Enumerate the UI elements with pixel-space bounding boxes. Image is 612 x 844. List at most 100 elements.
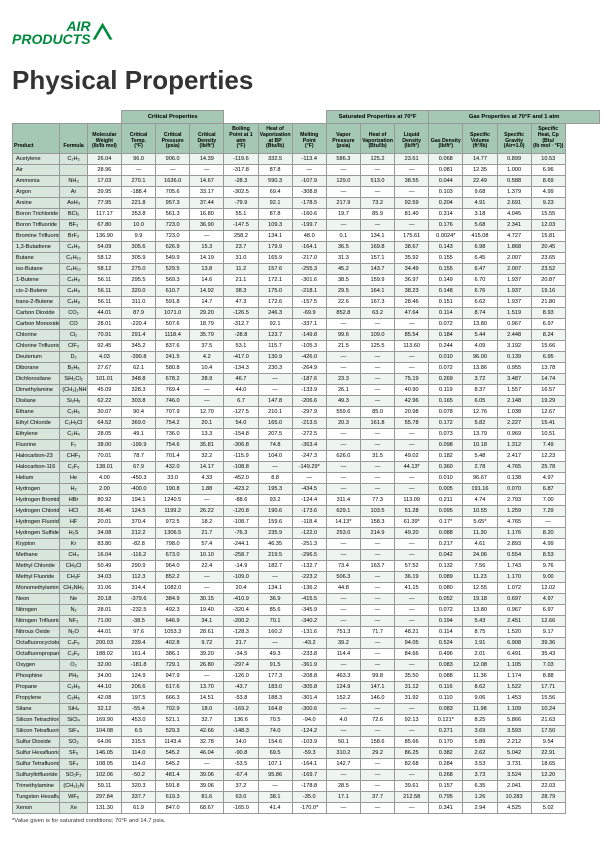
- table-cell: 97.6: [121, 627, 155, 638]
- table-cell: 31.12: [395, 682, 429, 693]
- table-cell: [60, 165, 88, 176]
- table-cell: 188.3: [258, 693, 292, 704]
- table-cell: 2.212: [497, 737, 531, 748]
- table-cell: Sulfur Hexafluoride: [13, 748, 60, 759]
- table-row: Methyl FluorideCH₃F34.03112.3852.2—-109.…: [13, 572, 600, 583]
- table-cell: 2.041: [497, 781, 531, 792]
- table-cell: BrF₃: [60, 231, 88, 242]
- table-cell: 21.7: [224, 638, 258, 649]
- table-cell: —: [326, 616, 360, 627]
- table-cell: -76.3: [224, 528, 258, 539]
- table-cell: 4.765: [497, 462, 531, 473]
- table-cell: —: [360, 187, 394, 198]
- table-cell: 20.4: [224, 583, 258, 594]
- table-cell: 1.072: [497, 583, 531, 594]
- column-header: Heat of Vaporization (Btu/lb): [360, 124, 394, 154]
- table-cell: 29.5: [326, 286, 360, 297]
- table-row: DichlorosilaneSiH₂Cl₂101.01348.8678.228.…: [13, 374, 600, 385]
- table-cell: 99.6: [326, 330, 360, 341]
- table-cell: 33.17: [190, 187, 224, 198]
- table-cell: 0.072: [429, 319, 463, 330]
- table-cell: 0.072: [429, 605, 463, 616]
- table-head: Critical PropertiesSaturated Properties …: [13, 111, 600, 154]
- table-cell: -126.5: [224, 308, 258, 319]
- table-cell: 0.110: [429, 693, 463, 704]
- table-cell: 4.33: [190, 473, 224, 484]
- table-cell: 36.5: [326, 242, 360, 253]
- table-row: Dimethylamine(CH₃)₂NH45.09328.3769.4—44.…: [13, 385, 600, 396]
- table-cell: —: [258, 572, 292, 583]
- table-row: ArgonAr39.95-188.4705.633.17-302.569.4-3…: [13, 187, 600, 198]
- table-row: DisilaneSi₂H₆62.22303.8746.0—6.7147.8-20…: [13, 396, 600, 407]
- table-cell: 10.4: [190, 363, 224, 374]
- table-cell: 67.80: [87, 220, 121, 231]
- table-cell: 84.66: [395, 649, 429, 660]
- table-cell: 20.3: [326, 418, 360, 429]
- table-cell: —: [360, 770, 394, 781]
- table-row: Hydrogen ChlorideHCl36.46124.51199.226.2…: [13, 506, 600, 517]
- table-cell: Butane: [13, 253, 60, 264]
- table-cell: 0.165: [429, 396, 463, 407]
- table-cell: C₃H₆: [60, 693, 88, 704]
- table-row: OctafluorocyclobutaneC₄F₈200.03239.4402.…: [13, 638, 600, 649]
- table-cell: 311.0: [121, 297, 155, 308]
- table-cell: -115.9: [224, 451, 258, 462]
- table-cell: 86.25: [395, 748, 429, 759]
- table-cell: 702.9: [156, 704, 190, 715]
- table-row: FluorineF₂38.00-199.9754.635.81-306.874.…: [13, 440, 600, 451]
- table-cell: 10.18: [463, 440, 497, 451]
- table-cell: 13.70: [190, 682, 224, 693]
- table-cell: 14.39: [190, 154, 224, 165]
- table-cell: —: [190, 495, 224, 506]
- table-cell: -255.3: [292, 264, 326, 275]
- table-cell: 35.79: [190, 330, 224, 341]
- table-cell: —: [326, 363, 360, 374]
- table-cell: —: [258, 462, 292, 473]
- table-cell: 852.2: [156, 572, 190, 583]
- table-cell: -199.9: [121, 440, 155, 451]
- table-cell: 78.7: [121, 451, 155, 462]
- table-cell: 38.3: [224, 286, 258, 297]
- table-cell: C₃F₈: [60, 649, 88, 660]
- table-cell: -297.4: [224, 660, 258, 671]
- table-cell: 210.1: [258, 407, 292, 418]
- table-cell: 28.46: [395, 297, 429, 308]
- table-cell: 38.67: [395, 242, 429, 253]
- table-cell: 0.204: [429, 198, 463, 209]
- table-cell: 332.5: [258, 154, 292, 165]
- table-cell: N₂: [60, 605, 88, 616]
- column-header: Specific Volume (ft³/lb): [463, 124, 497, 154]
- table-cell: 5.68: [463, 220, 497, 231]
- table-cell: Octafluoropropane: [13, 649, 60, 660]
- table-cell: 212.2: [121, 528, 155, 539]
- table-cell: -94.0: [292, 715, 326, 726]
- table-cell: 37.44: [190, 198, 224, 209]
- table-cell: —: [360, 616, 394, 627]
- table-row: DeuteriumD₂4.03-390.8241.54.2-417.0130.9…: [13, 352, 600, 363]
- table-cell: 36.19: [395, 572, 429, 583]
- table-cell: -154.8: [224, 429, 258, 440]
- table-row: XenonXe131.3061.9847.068.67-165.041.4-17…: [13, 803, 600, 814]
- table-cell: 34.03: [87, 572, 121, 583]
- table-cell: 4.09: [463, 341, 497, 352]
- table-cell: Silicon Tetrafluoride: [13, 726, 60, 737]
- table-cell: 12.35: [463, 165, 497, 176]
- table-cell: 77.3: [360, 495, 394, 506]
- column-header: Specific Gravity (Air=1.0): [497, 124, 531, 154]
- table-row: MonomethylamineCH₃NH₂31.06314.41082.0—20…: [13, 583, 600, 594]
- table-cell: 5.042: [497, 748, 531, 759]
- table-cell: 39.95: [87, 187, 121, 198]
- table-cell: 54.0: [224, 418, 258, 429]
- table-cell: 17.1: [326, 792, 360, 803]
- table-cell: 1.937: [497, 275, 531, 286]
- table-cell: —: [360, 726, 394, 737]
- table-cell: 353.8: [121, 209, 155, 220]
- table-cell: 241.5: [156, 352, 190, 363]
- table-cell: —: [395, 704, 429, 715]
- table-cell: -108.8: [224, 462, 258, 473]
- table-cell: 74.8: [258, 440, 292, 451]
- table-cell: 4.045: [497, 209, 531, 220]
- table-cell: Disilane: [13, 396, 60, 407]
- table-cell: 610.7: [156, 286, 190, 297]
- table-cell: 0.121*: [429, 715, 463, 726]
